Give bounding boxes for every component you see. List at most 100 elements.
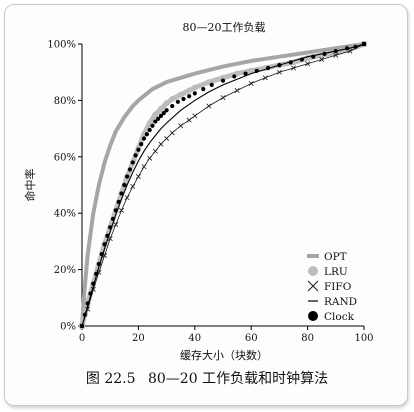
- data-point-lru: [169, 95, 176, 102]
- legend-label-opt: OPT: [324, 251, 347, 263]
- data-point-clock: [299, 57, 305, 62]
- data-point-fifo: [186, 117, 192, 123]
- data-point-clock: [127, 167, 133, 172]
- caption-text: 80—20 工作负载和时钟算法: [147, 371, 329, 387]
- data-point-clock: [361, 41, 367, 47]
- data-point-fifo: [248, 80, 254, 86]
- data-point-clock: [147, 127, 152, 133]
- figure-caption: 图 22.5 80—20 工作负载和时钟算法: [0, 368, 414, 388]
- x-tick-label: 0: [79, 333, 85, 344]
- data-point-fifo: [124, 195, 130, 201]
- data-point-fifo: [130, 183, 136, 189]
- data-point-fifo: [158, 141, 164, 147]
- x-axis-label: 缓存大小（块数）: [180, 348, 268, 362]
- data-point-clock: [88, 291, 93, 296]
- data-point-lru: [157, 105, 164, 112]
- axes: 0 20 40 60 80 100 0% 20% 40% 60% 80% 100%: [47, 40, 373, 345]
- y-axis-label: 命中率: [23, 169, 37, 202]
- data-point-clock: [94, 271, 99, 276]
- data-point-clock: [254, 68, 259, 73]
- data-point-clock: [232, 74, 237, 79]
- legend-item-fifo: FIFO: [307, 280, 352, 293]
- data-point-clock: [122, 182, 127, 188]
- series-line-fifo: [81, 43, 365, 327]
- data-point-clock: [85, 301, 90, 306]
- data-point-lru: [248, 67, 255, 74]
- data-point-fifo: [147, 155, 153, 161]
- data-point-fifo: [118, 207, 124, 213]
- data-point-fifo: [276, 69, 282, 75]
- data-point-clock: [344, 46, 350, 51]
- legend-item-clock: Clock: [308, 311, 355, 323]
- series-layer: [79, 41, 367, 329]
- data-point-clock: [125, 174, 130, 179]
- data-point-clock: [108, 225, 113, 230]
- series-fifo: [79, 41, 367, 329]
- data-point-clock: [96, 261, 102, 267]
- data-point-fifo: [234, 88, 240, 94]
- y-tick-label: 100%: [47, 40, 76, 51]
- legend-swatch-fifo: [307, 280, 319, 292]
- legend-label-clock: Clock: [324, 311, 355, 323]
- x-tick-label: 20: [132, 333, 145, 344]
- series-line-rand: [81, 43, 365, 327]
- caption-label: 图 22.5: [85, 371, 136, 387]
- data-point-fifo: [135, 174, 141, 180]
- data-point-fifo: [319, 57, 325, 62]
- data-point-clock: [141, 136, 147, 141]
- data-point-clock: [243, 71, 248, 76]
- data-point-clock: [181, 96, 186, 102]
- data-point-lru: [186, 87, 193, 94]
- legend-item-opt: OPT: [307, 251, 347, 263]
- data-point-clock: [130, 160, 135, 165]
- data-point-clock: [139, 142, 144, 147]
- y-tick-label: 80%: [54, 96, 76, 107]
- data-point-clock: [201, 87, 206, 92]
- data-point-lru: [177, 91, 184, 98]
- hit-rate-chart: 80—20工作负载 0 20 40 60 80 100 0% 20% 40% 60% 80% 100%…: [23, 20, 374, 362]
- data-point-fifo: [152, 148, 158, 154]
- series-line-opt: [80, 42, 366, 328]
- x-tick-label: 40: [188, 333, 201, 344]
- data-point-clock: [105, 233, 110, 238]
- data-point-clock: [277, 63, 282, 68]
- y-tick-label: 60%: [54, 152, 76, 163]
- data-point-fifo: [169, 130, 175, 136]
- data-point-clock: [353, 44, 358, 49]
- data-point-clock: [102, 242, 107, 247]
- data-point-fifo: [164, 135, 170, 141]
- data-point-clock: [220, 78, 226, 83]
- x-tick-label: 100: [354, 333, 373, 344]
- data-point-clock: [161, 110, 166, 116]
- data-point-clock: [153, 119, 158, 124]
- data-point-clock: [192, 91, 197, 96]
- legend: OPT LRU FIFO RAND Clock: [307, 251, 357, 323]
- legend-swatch-lru: [308, 266, 318, 276]
- data-point-lru: [191, 84, 198, 91]
- y-tick-label: 20%: [54, 265, 76, 276]
- data-point-clock: [136, 147, 141, 152]
- y-tick-label: 0%: [60, 322, 76, 333]
- data-point-clock: [175, 99, 180, 104]
- data-point-fifo: [220, 95, 226, 101]
- data-point-fifo: [178, 123, 184, 129]
- x-tick-label: 80: [301, 333, 314, 344]
- data-point-clock: [91, 281, 96, 286]
- data-point-clock: [110, 216, 116, 221]
- data-point-clock: [119, 191, 124, 196]
- data-point-clock: [170, 103, 175, 109]
- legend-label-lru: LRU: [324, 266, 348, 278]
- data-point-fifo: [305, 61, 311, 67]
- data-point-fifo: [141, 164, 147, 170]
- legend-label-rand: RAND: [324, 296, 357, 308]
- data-point-clock: [144, 132, 149, 137]
- data-point-clock: [164, 108, 169, 113]
- data-point-clock: [266, 65, 271, 71]
- data-point-fifo: [291, 65, 296, 71]
- legend-label-fifo: FIFO: [324, 281, 352, 293]
- data-point-clock: [311, 54, 316, 59]
- data-point-fifo: [113, 221, 119, 227]
- data-point-fifo: [333, 52, 339, 58]
- y-tick-label: 40%: [54, 209, 76, 220]
- data-point-fifo: [206, 103, 212, 109]
